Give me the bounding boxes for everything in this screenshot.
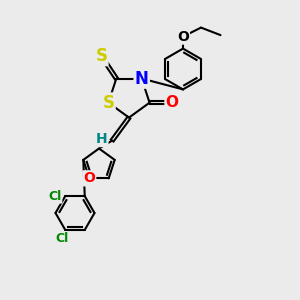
Text: O: O [83, 171, 95, 185]
Text: O: O [166, 95, 178, 110]
Text: S: S [103, 94, 115, 112]
Text: H: H [96, 132, 107, 146]
Text: S: S [95, 47, 107, 65]
Text: O: O [177, 30, 189, 44]
Text: Cl: Cl [56, 232, 69, 245]
Text: Cl: Cl [48, 190, 61, 202]
Text: N: N [135, 70, 148, 88]
